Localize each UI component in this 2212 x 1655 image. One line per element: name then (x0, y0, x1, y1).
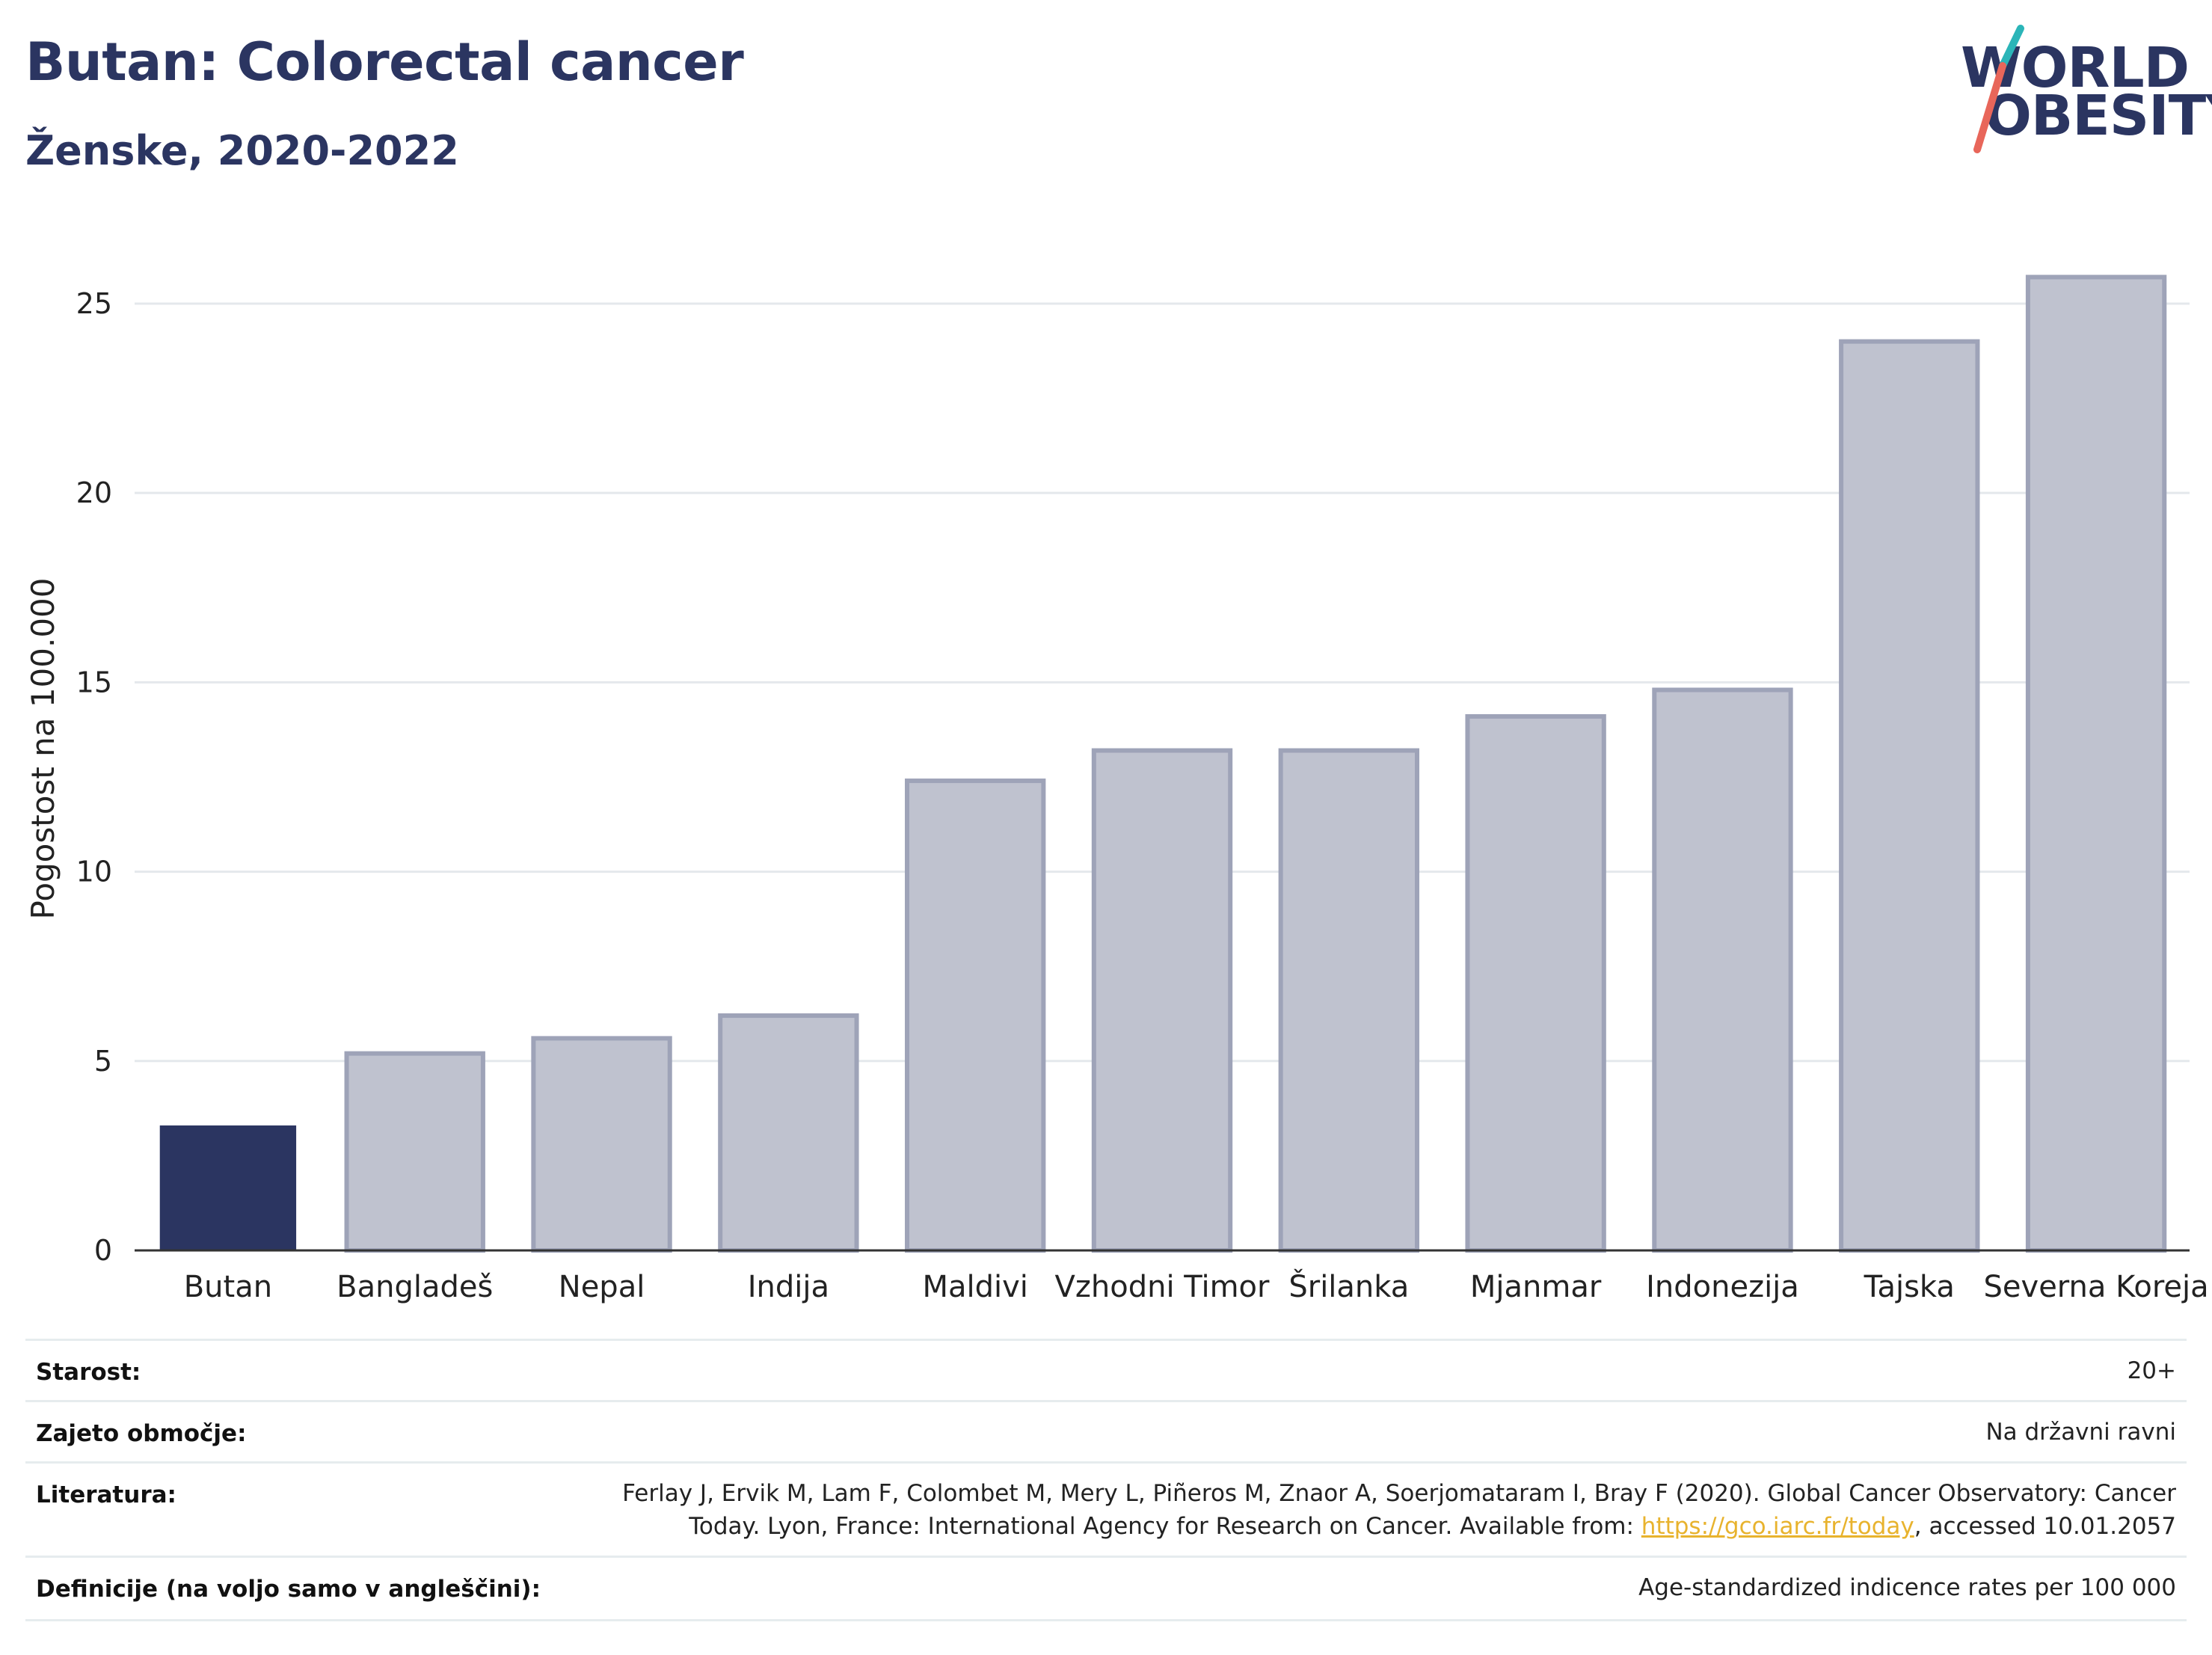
info-value-literature: Ferlay J, Ervik M, Lam F, Colombet M, Me… (622, 1477, 2176, 1543)
y-tick-label: 20 (76, 476, 112, 509)
info-value-coverage: Na državni ravni (1985, 1419, 2176, 1446)
x-tick-label: Maldivi (922, 1270, 1027, 1304)
x-tick-label: Šrilanka (1288, 1268, 1409, 1304)
y-tick-label: 5 (94, 1045, 112, 1078)
x-tick-label: Indija (748, 1270, 829, 1304)
info-label-literature: Literatura: (36, 1481, 176, 1508)
info-row-definitions: Definicije (na voljo samo v angleščini):… (25, 1556, 2187, 1621)
info-value-age: 20+ (2127, 1357, 2176, 1384)
literature-line-2: Today. Lyon, France: International Agenc… (622, 1510, 2176, 1543)
bar (159, 1125, 297, 1250)
x-tick-label: Butan (184, 1270, 272, 1304)
y-tick-label: 10 (76, 856, 112, 888)
y-tick-label: 15 (76, 666, 112, 698)
y-tick-label: 25 (76, 287, 112, 320)
literature-link[interactable]: https://gco.iarc.fr/today (1641, 1513, 1914, 1540)
bar (344, 1051, 485, 1253)
world-obesity-logo: WORLD OBESITY (1952, 22, 2212, 157)
x-tick-label: Indonezija (1646, 1270, 1799, 1304)
x-tick-label: Nepal (559, 1270, 645, 1304)
x-tick-label: Tajska (1864, 1270, 1955, 1304)
x-tick-label: Mjanmar (1470, 1270, 1602, 1304)
bar (1278, 748, 1420, 1253)
bar (1091, 748, 1233, 1253)
bar (1652, 687, 1793, 1253)
info-row-coverage: Zajeto območje: Na državni ravni (25, 1400, 2187, 1464)
bar (2025, 274, 2167, 1253)
page-title: Butan: Colorectal cancer (25, 31, 744, 93)
x-tick-label: Bangladeš (337, 1270, 493, 1304)
bar (531, 1036, 672, 1253)
info-value-definitions: Age-standardized indicence rates per 100… (1638, 1574, 2176, 1601)
info-row-literature: Literatura: Ferlay J, Ervik M, Lam F, Co… (25, 1461, 2187, 1558)
info-label-definitions: Definicije (na voljo samo v angleščini): (36, 1576, 541, 1603)
logo-line-2: OBESITY (1985, 84, 2212, 148)
y-axis-label: Pogostost na 100.000 (25, 577, 61, 919)
logo-slash-icon (1973, 25, 2024, 153)
literature-line-1: Ferlay J, Ervik M, Lam F, Colombet M, Me… (622, 1480, 2176, 1507)
x-tick-label: Severna Koreja (1984, 1270, 2209, 1304)
y-tick-label: 0 (94, 1234, 112, 1267)
x-tick-label: Vzhodni Timor (1055, 1270, 1271, 1304)
info-label-age: Starost: (36, 1359, 141, 1386)
page-subtitle: Ženske, 2020-2022 (25, 127, 459, 174)
bar (1839, 339, 1980, 1253)
bar (1465, 713, 1606, 1253)
bar-chart: 0 5 10 15 20 25 Pogostost na 100.000 Butan Bangl… (25, 274, 2209, 1304)
info-row-age: Starost: 20+ (25, 1339, 2187, 1402)
bar (718, 1013, 859, 1253)
literature-line-2-pre: Today. Lyon, France: International Agenc… (689, 1513, 1641, 1540)
literature-line-2-post: , accessed 10.01.2057 (1914, 1513, 2176, 1540)
bar (904, 779, 1046, 1253)
info-label-coverage: Zajeto območje: (36, 1420, 247, 1447)
